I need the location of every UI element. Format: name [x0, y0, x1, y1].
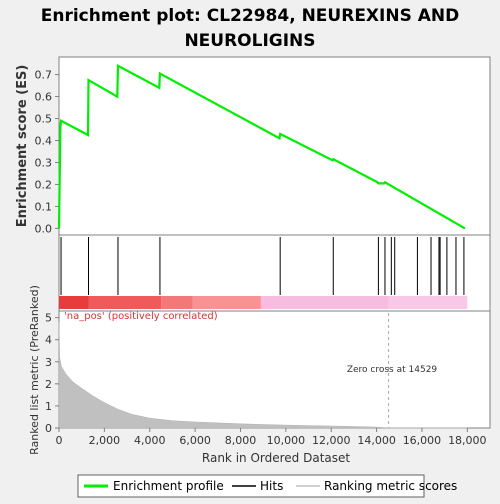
chart-title-line1: Enrichment plot: CL22984, NEUREXINS AND	[41, 6, 460, 26]
x-axis-label: Rank in Ordered Dataset	[202, 451, 350, 465]
metric-ytick-label: 5	[45, 312, 52, 325]
rank-gradient-segment	[161, 296, 193, 309]
xtick-label: 2,000	[89, 434, 121, 447]
metric-area-fill	[58, 321, 468, 429]
legend-hits-label: Hits	[260, 479, 283, 493]
xtick-label: 6,000	[179, 434, 211, 447]
metric-ytick-label: 0	[45, 422, 52, 435]
metric-panel	[58, 310, 491, 429]
rank-gradient-segment	[88, 296, 162, 309]
es-ytick-label: 0.2	[35, 178, 53, 191]
xtick-label: 8,000	[225, 434, 257, 447]
metric-axis-label: Ranked list metric (PreRanked)	[28, 285, 41, 455]
rank-gradient-segment	[388, 296, 468, 309]
pos-label: 'na_pos' (positively correlated)	[64, 311, 218, 322]
metric-ytick-label: 2	[45, 378, 52, 391]
es-profile-line	[57, 63, 466, 230]
zero-cross-label: Zero cross at 14529	[347, 365, 438, 375]
es-ytick-label: 0.6	[35, 91, 53, 104]
rank-gradient-segment	[260, 296, 389, 309]
xtick-label: 14,000	[357, 434, 396, 447]
xtick-label: 10,000	[267, 434, 306, 447]
xtick-label: 12,000	[312, 434, 351, 447]
xtick-label: 4,000	[134, 434, 166, 447]
es-ytick-label: 0.7	[35, 69, 53, 82]
xtick-label: 18,000	[448, 434, 487, 447]
metric-ytick-label: 1	[45, 400, 52, 413]
es-ytick-label: 0.3	[35, 156, 53, 169]
rank-gradient-segment	[192, 296, 261, 309]
metric-ytick-label: 4	[45, 334, 52, 347]
es-ytick-label: 0.0	[35, 222, 53, 235]
legend-es-label: Enrichment profile	[113, 479, 224, 493]
xtick-label: 0	[56, 434, 63, 447]
rank-gradient-segment	[59, 296, 89, 309]
es-ytick-label: 0.1	[35, 200, 53, 213]
es-ytick-label: 0.5	[35, 113, 53, 126]
xtick-label: 16,000	[403, 434, 442, 447]
chart-title-line2: NEUROLIGINS	[184, 31, 315, 51]
es-ytick-label: 0.4	[35, 135, 53, 148]
legend-metric-label: Ranking metric scores	[324, 479, 457, 493]
es-axis-label: Enrichment score (ES)	[15, 65, 30, 228]
es-panel	[58, 56, 491, 236]
metric-ytick-label: 3	[45, 356, 52, 369]
